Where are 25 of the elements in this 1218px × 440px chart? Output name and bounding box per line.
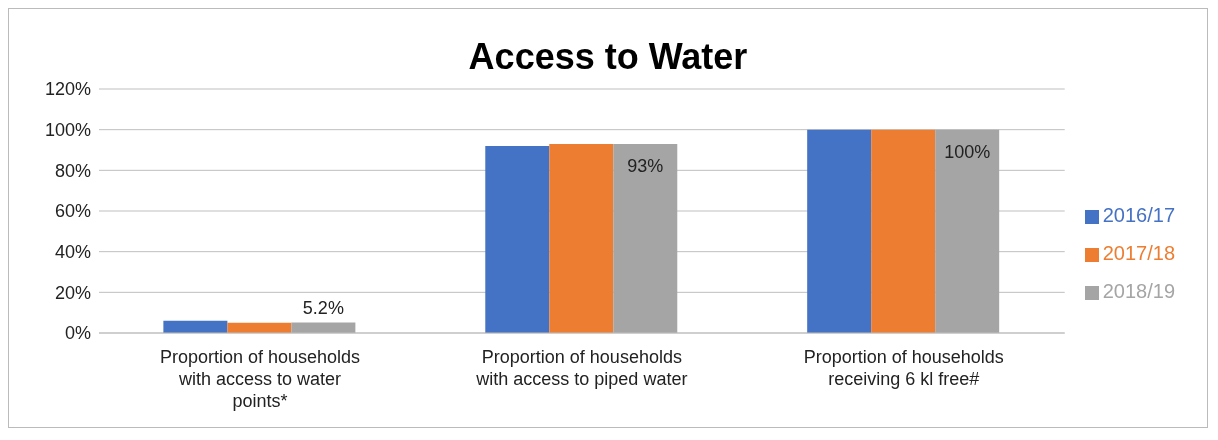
- y-tick-label: 20%: [54, 282, 91, 303]
- legend-label: 2017/18: [1102, 242, 1175, 264]
- y-tick-label: 120%: [44, 79, 91, 100]
- x-tick-label: Proportion of households receiving 6 kl free#: [803, 347, 1004, 389]
- bar: [935, 129, 1000, 333]
- legend-label: 2018/19: [1102, 280, 1175, 302]
- x-tick-label: Proportion of households with access to water points*: [159, 347, 361, 411]
- bar: [291, 322, 356, 333]
- bar: [807, 129, 872, 333]
- bar: [549, 143, 614, 333]
- bar: [613, 143, 678, 333]
- y-tick-label: 100%: [44, 120, 91, 141]
- y-tick-label: 40%: [54, 242, 91, 263]
- y-tick-label: 80%: [54, 160, 91, 181]
- data-label: 100%: [944, 141, 991, 162]
- bar: [163, 320, 228, 333]
- y-tick-label: 0%: [64, 323, 91, 344]
- legend-label: 2016/17: [1102, 204, 1175, 226]
- bar: [485, 145, 550, 333]
- bar: [871, 129, 936, 333]
- y-tick-label: 60%: [54, 201, 91, 222]
- chart-title: Access to Water: [467, 35, 749, 79]
- x-tick-label: Proportion of households with access to piped water: [475, 347, 688, 389]
- data-label: 93%: [627, 155, 664, 176]
- data-label: 5.2%: [302, 298, 344, 319]
